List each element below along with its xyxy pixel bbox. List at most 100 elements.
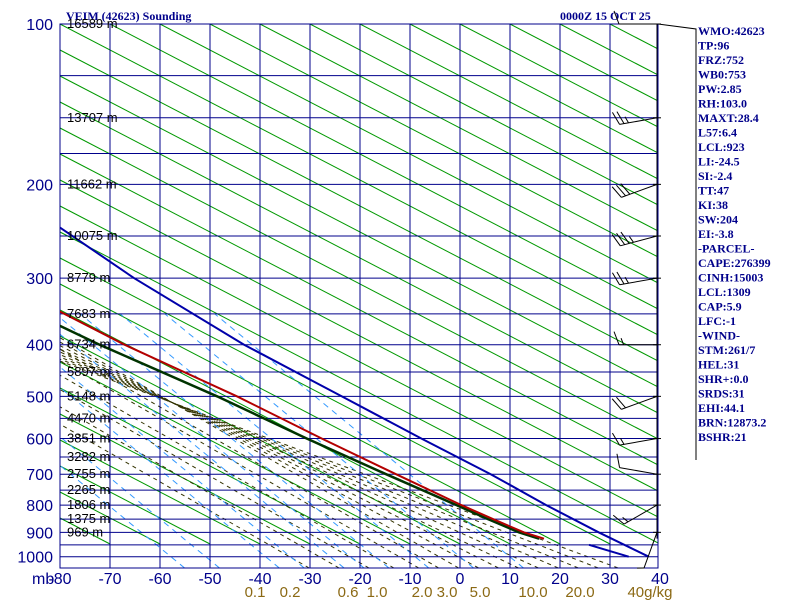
pressure-tick-label: 300 <box>26 271 53 288</box>
moist-adiabat <box>60 423 310 568</box>
temperature-tick-label: -60 <box>148 571 171 588</box>
index-entry: MAXT:28.4 <box>698 111 759 125</box>
pressure-tick-label: 200 <box>26 177 53 194</box>
dry-adiabat <box>60 361 411 545</box>
index-entry: WMO:42623 <box>698 24 765 38</box>
wind-barb <box>612 504 661 525</box>
temperature-tick-label: -40 <box>248 571 271 588</box>
mixing-ratio-label: 1.0 <box>367 584 388 600</box>
height-label: 969 m <box>67 524 103 539</box>
index-entry: EHI:44.1 <box>698 401 745 415</box>
temperature-profile <box>60 310 545 540</box>
dry-adiabat <box>209 24 658 258</box>
parcel-curve <box>60 226 650 558</box>
index-entry: LCL:923 <box>698 140 745 154</box>
dry-adiabat <box>309 24 658 206</box>
height-label: 1806 m <box>67 497 110 512</box>
height-label: 2755 m <box>67 466 110 481</box>
dry-adiabat <box>459 24 658 128</box>
pressure-tick-label: 700 <box>26 467 53 484</box>
moist-adiabat <box>60 358 599 568</box>
wind-barb <box>611 231 661 247</box>
temperature-tick-label: 30 <box>601 571 619 588</box>
dry-adiabat <box>259 24 658 232</box>
temperature-tick-label: -70 <box>98 571 121 588</box>
index-entry: FRZ:752 <box>698 53 744 67</box>
height-label: 10075 m <box>67 228 118 243</box>
pressure-tick-label: 800 <box>26 498 53 515</box>
moist-adiabat <box>60 389 370 568</box>
dry-adiabat <box>60 387 361 545</box>
mixing-ratio-label: 3.0 <box>437 584 458 600</box>
index-entry: STM:261/7 <box>698 343 755 357</box>
index-entry: WB0:753 <box>698 68 746 82</box>
index-entry: CINH:15003 <box>698 271 763 285</box>
index-entry: BSHR:21 <box>698 430 747 444</box>
wind-barb <box>611 271 661 286</box>
height-label: 16589 m <box>67 16 118 31</box>
wind-barb <box>611 111 661 125</box>
wind-barb <box>611 432 661 446</box>
mixing-ratio-label: 10.0 <box>518 584 547 600</box>
pressure-unit-label: mb <box>32 571 54 588</box>
index-entry: SW:204 <box>698 213 738 227</box>
dry-adiabat <box>60 101 658 414</box>
pressure-tick-label: 100 <box>26 17 53 34</box>
index-entry: EI:-3.8 <box>698 227 734 241</box>
dry-adiabat <box>60 75 658 388</box>
height-label: 5148 m <box>67 388 110 403</box>
temperature-tick-label: -50 <box>198 571 221 588</box>
index-entry: LCL:1309 <box>698 285 751 299</box>
moist-adiabat <box>60 351 539 568</box>
moist-adiabat <box>60 354 559 568</box>
index-entry: SI:-2.4 <box>698 169 732 183</box>
height-label: 2265 m <box>67 482 110 497</box>
moist-adiabat <box>60 360 420 568</box>
dry-adiabat <box>760 24 800 544</box>
temperature-tick-label: 0 <box>456 571 465 588</box>
pressure-tick-label: 900 <box>26 525 53 542</box>
dewpoint-profile <box>60 324 540 540</box>
grid-layer <box>60 24 800 568</box>
index-entry: -WIND- <box>698 329 740 343</box>
index-entry: BRN:12873.2 <box>698 416 766 430</box>
height-label: 7683 m <box>67 306 110 321</box>
index-entry: -PARCEL- <box>698 242 754 256</box>
wind-barb <box>613 331 661 346</box>
mixing-ratio-label: 2.0 <box>412 584 433 600</box>
index-entry: HEL:31 <box>698 358 739 372</box>
moist-adiabat <box>60 348 439 568</box>
index-entry: LI:-24.5 <box>698 155 740 169</box>
temperature-tick-label: -10 <box>398 571 421 588</box>
dry-adiabat <box>159 24 658 284</box>
dry-adiabat <box>60 49 658 362</box>
valid-time: 0000Z 15 OCT 25 <box>560 9 651 23</box>
index-entry: SHR+:0.0 <box>698 372 749 386</box>
moist-adiabat <box>60 406 340 568</box>
index-entry: L57:6.4 <box>698 126 737 140</box>
height-label: 4470 m <box>67 410 110 425</box>
pressure-tick-label: 600 <box>26 432 53 449</box>
wind-barb <box>616 453 661 475</box>
index-entry: RH:103.0 <box>698 97 747 111</box>
wind-barb <box>636 531 661 569</box>
dry-adiabat <box>559 24 658 76</box>
index-entry: TP:96 <box>698 39 729 53</box>
index-entry: CAPE:276399 <box>698 256 771 270</box>
dry-adiabat <box>60 24 658 336</box>
profiles <box>60 226 650 558</box>
pressure-tick-label: 500 <box>26 389 53 406</box>
pressure-tick-label: 400 <box>26 338 53 355</box>
wind-barb <box>611 395 661 410</box>
index-entry: TT:47 <box>698 184 729 198</box>
index-entry: KI:38 <box>698 198 728 212</box>
temperature-tick-label: -30 <box>298 571 321 588</box>
dry-adiabat <box>60 153 658 466</box>
mixing-ratio-label: 20.0 <box>565 584 594 600</box>
dry-adiabat <box>359 24 658 180</box>
pressure-tick-label: 1000 <box>17 550 53 567</box>
moist-adiabat <box>60 345 499 568</box>
dry-adiabat <box>409 24 658 154</box>
